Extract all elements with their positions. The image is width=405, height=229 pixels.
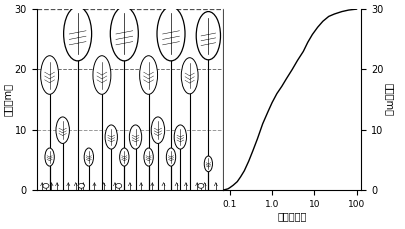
Ellipse shape <box>64 7 92 61</box>
X-axis label: 光强百分比: 光强百分比 <box>277 212 306 222</box>
Ellipse shape <box>40 56 58 94</box>
Ellipse shape <box>93 56 111 94</box>
Ellipse shape <box>119 148 129 166</box>
Ellipse shape <box>56 117 69 143</box>
Y-axis label: 高度（m）: 高度（m） <box>384 83 394 116</box>
Ellipse shape <box>181 58 198 94</box>
Ellipse shape <box>84 148 93 166</box>
Ellipse shape <box>157 7 185 61</box>
Ellipse shape <box>115 183 122 188</box>
Ellipse shape <box>45 148 54 166</box>
Ellipse shape <box>43 183 49 188</box>
Ellipse shape <box>196 12 220 60</box>
Ellipse shape <box>129 125 141 149</box>
Ellipse shape <box>110 7 138 61</box>
Ellipse shape <box>78 183 84 188</box>
Y-axis label: 高度（m）: 高度（m） <box>3 83 13 116</box>
Ellipse shape <box>151 117 164 143</box>
Ellipse shape <box>143 148 153 166</box>
Ellipse shape <box>166 148 175 166</box>
Ellipse shape <box>105 125 117 149</box>
Ellipse shape <box>139 56 157 94</box>
Ellipse shape <box>197 183 203 188</box>
Ellipse shape <box>204 156 212 172</box>
Ellipse shape <box>174 125 186 149</box>
